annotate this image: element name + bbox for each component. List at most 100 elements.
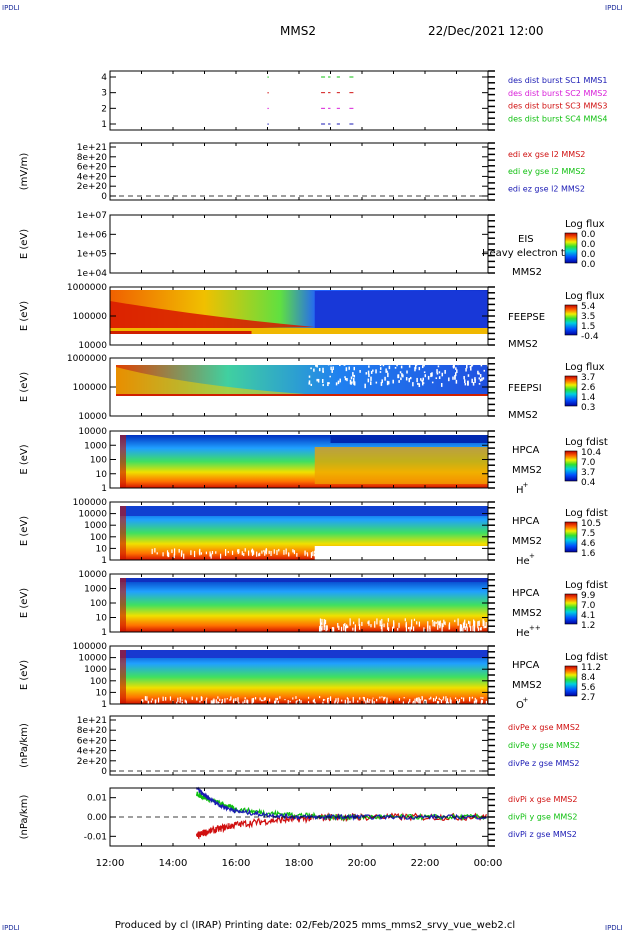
hpca-o-dropout	[409, 698, 411, 703]
hpca-o-dropout	[295, 696, 297, 699]
feepsi-dropout	[405, 377, 408, 381]
hpca-hepp-dropout	[437, 620, 439, 624]
hpca-o-dropout	[327, 699, 329, 705]
feepsi-dropout	[438, 376, 441, 380]
colorbar-tick-label: 11.2	[581, 663, 601, 673]
ytick-label: 2	[101, 104, 107, 114]
colorbar-tick-label: 4.6	[581, 539, 596, 549]
hpca-o-dropout	[376, 698, 378, 702]
hpca-o-dropout	[357, 700, 359, 703]
hpca-hepp-dropout	[344, 623, 346, 627]
colorbar-tick-label: 5.4	[581, 302, 596, 312]
feepsi-dropout	[310, 367, 312, 370]
hpca-hepp-dropout	[469, 621, 471, 628]
species-label: H	[516, 485, 524, 496]
instrument-label: FEEPSE	[508, 312, 545, 323]
ytick-label: 10000	[78, 427, 107, 437]
hpca-he-dropout	[180, 552, 183, 557]
hpca-o-dropout	[372, 697, 374, 699]
hpca-o-dropout	[442, 698, 444, 701]
feepsi-dropout	[455, 379, 458, 384]
legend-entry: edi ez gse l2 MMS2	[508, 184, 585, 193]
ytick-label: 0	[101, 767, 107, 777]
hpca-he-dropout	[154, 548, 156, 553]
hpca-o-dropout	[284, 699, 286, 701]
hpca-hepp-panel: 1 10 100 1000 10000 E (eV) HPCA MMS2 He ++ Log fdi…	[19, 570, 608, 639]
hpca-o-dropout	[254, 697, 257, 700]
hpca-hepp-dropout	[423, 627, 425, 632]
hpca-o-dropout	[381, 696, 383, 698]
ytick-label: 1e+07	[77, 211, 107, 221]
hpca-hepp-panel-spectrogram	[120, 578, 488, 632]
feepsi-dropout	[436, 372, 439, 375]
hpca-o-dropout	[276, 697, 278, 701]
hpca-hepp-dropout	[344, 625, 347, 633]
ytick-label: 8e+20	[77, 726, 108, 736]
feepsi-dropout	[316, 364, 318, 368]
hpca-he-dropout	[283, 549, 285, 555]
legend-entry: divPe z gse MMS2	[508, 759, 579, 768]
hpca-hepp-dropout	[374, 621, 376, 628]
feepsi-dropout	[418, 366, 421, 371]
hpca-o-dropout	[289, 700, 291, 703]
ylabel: (nPa/km)	[19, 723, 30, 768]
hpca-hepp-dropout	[444, 621, 446, 626]
colorbar-tick-label: 2.7	[581, 693, 595, 703]
hpca-o-dropout	[169, 696, 172, 701]
feepsi-dropout	[440, 383, 443, 387]
burst-marker	[267, 92, 269, 94]
feepsi-dropout	[372, 369, 374, 372]
hpca-o-dropout	[435, 696, 437, 699]
hpca-he-dropout	[273, 549, 275, 554]
feepsi-dropout	[471, 363, 473, 367]
colorbar-tick-label: 1.6	[581, 549, 596, 559]
hpca-he-dropout	[285, 548, 287, 555]
legend-entry: divPi z gse MMS2	[508, 830, 577, 839]
hpca-o-dropout	[458, 699, 461, 703]
feepsi-dropout	[379, 367, 382, 370]
hpca-hepp-dropout	[318, 627, 321, 634]
feepsi-dropout	[431, 372, 433, 377]
colorbar-tick-label: 3.7	[581, 373, 595, 383]
hpca-o-dropout	[147, 700, 149, 705]
hpca-he-dropout	[256, 551, 258, 557]
species-charge: +	[523, 481, 529, 489]
feepsi-dropout	[454, 372, 457, 377]
ytick-label: 1e+21	[77, 143, 107, 153]
species-label: He	[516, 556, 530, 567]
hpca-hepp-dropout	[480, 627, 482, 631]
hpca-he-dropout	[231, 550, 234, 555]
hpca-o-dropout	[322, 701, 324, 705]
ylabel: (nPa/km)	[19, 795, 30, 840]
hpca-o-dropout	[349, 700, 351, 704]
feepsi-dropout	[332, 366, 334, 370]
hpca-o-dropout	[319, 696, 321, 699]
hpca-o-dropout	[456, 699, 458, 704]
feepsi-dropout	[417, 382, 419, 385]
legend-entry: divPe y gse MMS2	[508, 741, 580, 750]
feepsi-dropout	[339, 363, 341, 367]
ylabel: E (eV)	[19, 660, 30, 690]
hpca-hepp-dropout	[332, 627, 334, 632]
hpca-hepp-dropout	[478, 620, 480, 626]
feepsi-dropout	[478, 372, 480, 375]
hpca-he-dropout	[173, 553, 175, 559]
hpca-hepp-dropout	[435, 621, 437, 624]
hpca-o-dropout	[212, 699, 214, 704]
ytick-label: 10	[96, 544, 108, 554]
feepsi-dropout	[353, 366, 356, 371]
hpca-o-dropout	[414, 698, 416, 704]
feepsi-dropout	[375, 369, 377, 374]
ylabel: E (eV)	[19, 444, 30, 474]
feepsi-dropout	[368, 365, 370, 368]
feepse-low-band	[110, 328, 488, 334]
hpca-he-dropout	[248, 550, 250, 556]
hpca-hepp-dropout	[466, 626, 468, 632]
feepse-quiet-band	[314, 291, 488, 329]
corner-label-bl: IPDLI	[2, 924, 20, 932]
feepsi-dropout	[386, 370, 388, 373]
feepsi-dropout	[365, 372, 368, 375]
ytick-label: 1000000	[67, 354, 107, 364]
feepsi-dropout	[421, 381, 424, 386]
